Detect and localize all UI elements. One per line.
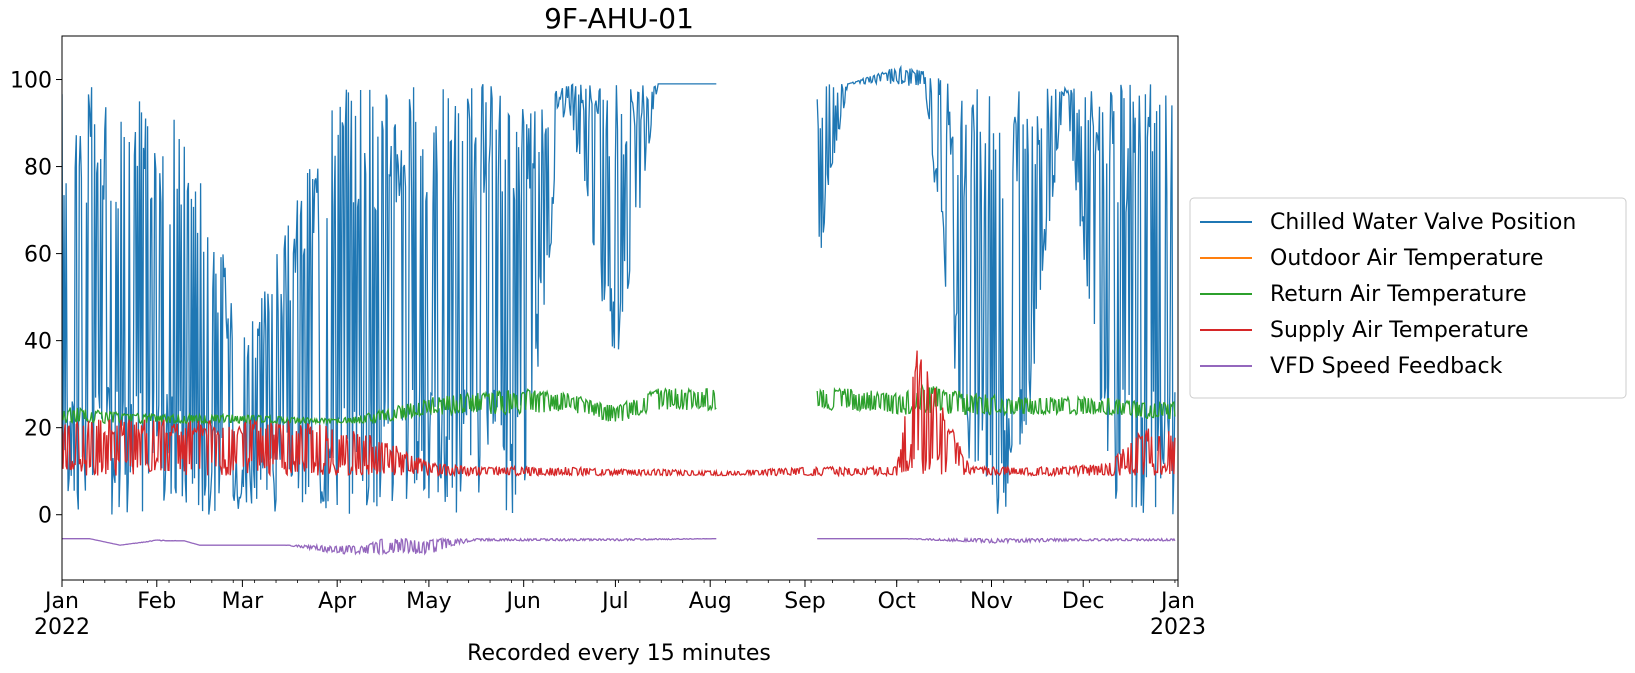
- series-line: [62, 384, 1176, 426]
- x-tick-label: Apr: [318, 589, 357, 614]
- x-tick-sublabel: 2022: [34, 615, 90, 640]
- legend-entry: Return Air Temperature: [1270, 282, 1527, 307]
- x-tick-label: Mar: [222, 589, 264, 614]
- y-tick-label: 20: [24, 417, 52, 442]
- x-tick-sublabel: 2023: [1150, 615, 1206, 640]
- x-tick-label: Dec: [1062, 589, 1105, 614]
- x-tick-label: Jul: [600, 589, 629, 614]
- legend-entry: Chilled Water Valve Position: [1270, 210, 1576, 235]
- series-layer: [62, 64, 1176, 556]
- y-tick-label: 60: [24, 243, 52, 268]
- series-line: [62, 536, 1176, 556]
- x-tick-label: Sep: [784, 589, 825, 614]
- y-tick-label: 0: [38, 504, 52, 529]
- x-tick-label: May: [406, 589, 451, 614]
- legend-box: [1189, 197, 1627, 399]
- series-chilled-water-valve-position: [62, 64, 1176, 515]
- series-vfd-speed-feedback: [62, 536, 1176, 556]
- x-tick-label: Oct: [878, 589, 916, 614]
- y-tick-label: 40: [24, 330, 52, 355]
- series-line: [62, 350, 1176, 478]
- legend-entry: VFD Speed Feedback: [1270, 354, 1503, 379]
- plot-frame: [61, 35, 1179, 581]
- legend-entry: Supply Air Temperature: [1270, 318, 1529, 343]
- x-tick-label: Nov: [970, 589, 1013, 614]
- chart-title: 9F-AHU-01: [544, 2, 694, 35]
- series-return-air-temperature: [62, 384, 1176, 426]
- x-tick-label: Jan: [1159, 589, 1195, 614]
- series-line: [62, 64, 1176, 515]
- legend: Chilled Water Valve Position Outdoor Air …: [1189, 197, 1627, 399]
- x-tick-label: Jun: [505, 589, 541, 614]
- series-supply-air-temperature: [62, 350, 1176, 478]
- x-axis-label: Recorded every 15 minutes: [467, 641, 771, 666]
- y-tick-label: 100: [10, 69, 52, 94]
- legend-entry: Outdoor Air Temperature: [1270, 246, 1543, 271]
- y-tick-label: 80: [24, 156, 52, 181]
- x-tick-label: Jan: [43, 589, 79, 614]
- y-axis: 0 20 40 60 80 100: [10, 69, 62, 529]
- x-tick-label: Feb: [137, 589, 176, 614]
- x-tick-label: Aug: [689, 589, 732, 614]
